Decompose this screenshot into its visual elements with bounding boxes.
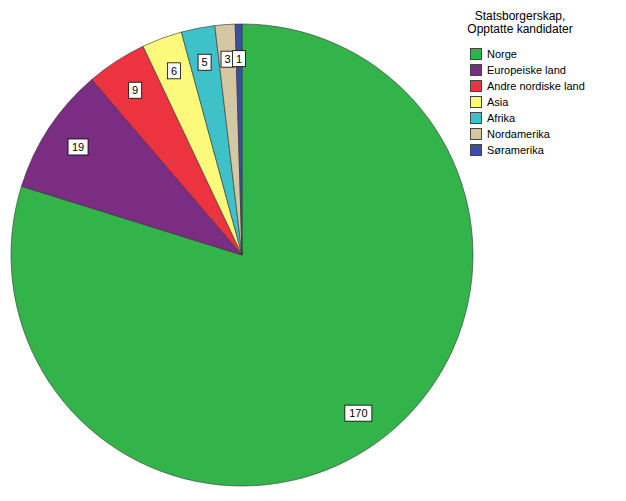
svg-text:1: 1 xyxy=(236,53,242,65)
svg-text:170: 170 xyxy=(349,407,367,419)
svg-text:6: 6 xyxy=(171,65,177,77)
html-text:Asia: Asia xyxy=(487,96,509,108)
svg-text:3: 3 xyxy=(224,53,230,65)
html-text:Europeiske land: Europeiske land xyxy=(487,64,566,76)
html-text:Afrika: Afrika xyxy=(487,112,516,124)
html-text:Søramerika: Søramerika xyxy=(487,144,544,156)
svg-text:9: 9 xyxy=(132,84,138,96)
html-text:Andre nordiske land: Andre nordiske land xyxy=(487,80,585,92)
svg-text:5: 5 xyxy=(202,56,208,68)
svg-text:19: 19 xyxy=(72,141,84,153)
html-text:Nordamerika: Nordamerika xyxy=(487,128,550,140)
html-text:Statsborgerskap, Opptatte kand: Statsborgerskap, Opptatte kandidater xyxy=(467,9,573,36)
html-text:Norge: Norge xyxy=(487,48,517,60)
